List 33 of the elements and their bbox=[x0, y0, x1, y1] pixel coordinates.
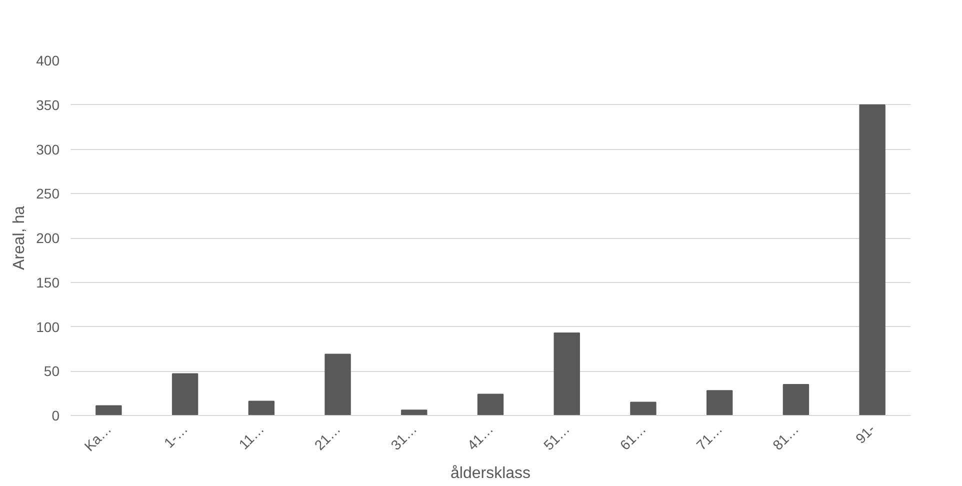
x-tick-label: 31… bbox=[388, 420, 420, 454]
bar bbox=[172, 373, 198, 416]
bar bbox=[96, 405, 122, 416]
bar bbox=[401, 410, 428, 416]
x-tick-label: 81… bbox=[769, 420, 802, 454]
x-axis-title: åldersklass bbox=[450, 464, 531, 482]
x-tick-label: 61… bbox=[616, 420, 649, 454]
x-tick-label: 91- bbox=[852, 420, 878, 446]
x-tick-label: 1-… bbox=[160, 420, 191, 451]
bar bbox=[248, 400, 275, 416]
y-tick-label: 100 bbox=[36, 318, 60, 335]
bar bbox=[630, 402, 656, 416]
bar bbox=[706, 390, 733, 416]
x-tick-label: 21… bbox=[311, 420, 344, 454]
y-tick-label: 200 bbox=[36, 230, 60, 246]
bar bbox=[324, 354, 351, 416]
bar bbox=[782, 384, 810, 416]
bar bbox=[859, 104, 886, 416]
y-tick-label: 250 bbox=[36, 186, 60, 202]
y-tick-label: 400 bbox=[36, 52, 60, 68]
x-tick-label: 71… bbox=[693, 420, 726, 454]
bar bbox=[554, 332, 580, 416]
y-tick-label: 50 bbox=[44, 363, 60, 380]
y-tick-label: 300 bbox=[36, 141, 60, 158]
bar bbox=[477, 394, 504, 416]
y-tick-label: 150 bbox=[36, 274, 60, 290]
y-tick-label: 350 bbox=[36, 96, 60, 113]
y-axis-title: Areal, ha bbox=[11, 206, 28, 270]
x-tick-label: Ka… bbox=[81, 420, 114, 454]
x-tick-label: 51… bbox=[540, 420, 573, 454]
y-tick-label: 0 bbox=[52, 408, 60, 424]
x-tick-label: 41… bbox=[464, 420, 496, 454]
x-tick-label: 11… bbox=[236, 420, 268, 452]
